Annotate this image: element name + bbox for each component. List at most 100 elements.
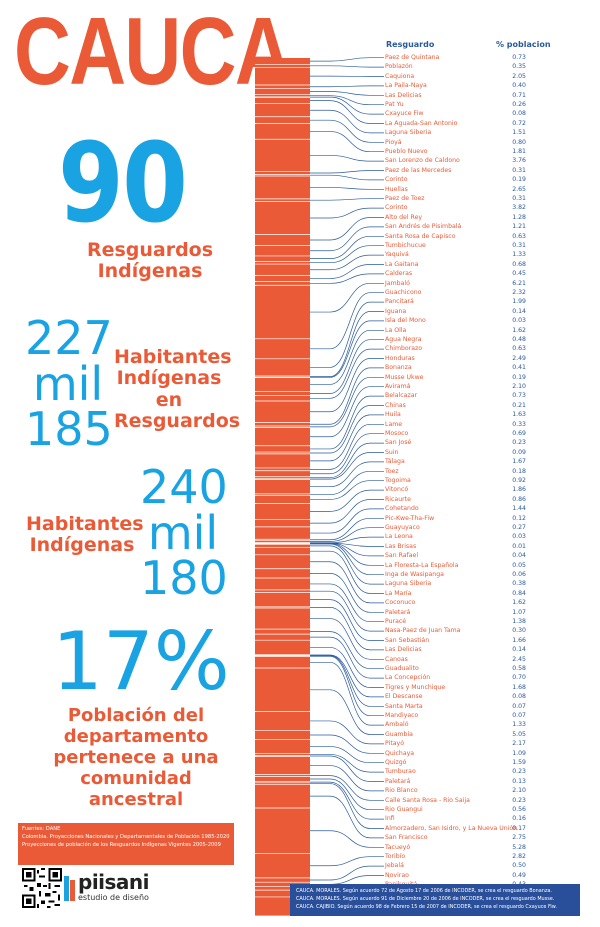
resguardo-percent: 0.31 bbox=[512, 195, 526, 202]
resguardo-name: Ambaló bbox=[385, 721, 409, 729]
connector-line bbox=[310, 311, 384, 377]
resguardo-percent: 0.58 bbox=[512, 665, 526, 672]
resguardo-row: Novirao 0.49 bbox=[385, 871, 535, 880]
connector-line bbox=[310, 746, 384, 764]
resguardo-name: Puracé bbox=[385, 618, 407, 625]
label-line: Resguardos bbox=[114, 409, 241, 432]
resguardo-name: Mandiyaco bbox=[385, 712, 419, 719]
resguardo-name: Toribío bbox=[385, 853, 406, 860]
resguardo-name: Bonanza bbox=[385, 364, 412, 372]
resguardo-row: Toez 0.18 bbox=[385, 467, 535, 476]
resguardo-row: Pic-Kwe-Tha-Fiw 0.12 bbox=[385, 514, 535, 523]
resguardo-percent: 0.03 bbox=[512, 317, 526, 325]
resguardo-percent: 0.86 bbox=[512, 495, 526, 503]
connector-line bbox=[310, 508, 384, 534]
resguardo-percent: 0.04 bbox=[512, 552, 526, 560]
resguardo-percent: 0.30 bbox=[512, 627, 526, 635]
resguardo-percent: 0.19 bbox=[512, 176, 526, 184]
resguardo-name: Isla del Mono bbox=[385, 317, 426, 325]
resguardo-name: Pancitará bbox=[385, 298, 414, 306]
resguardo-name: Caquiona bbox=[385, 72, 415, 80]
resguardo-row: La Gaitana 0.68 bbox=[385, 260, 535, 269]
resguardo-row: San Sebastián 1.66 bbox=[385, 636, 535, 645]
connector-line bbox=[310, 661, 384, 726]
connector-line bbox=[310, 119, 384, 143]
connector-line bbox=[310, 618, 384, 660]
resguardo-row: Pioyá 0.80 bbox=[385, 138, 535, 147]
connector-line bbox=[310, 65, 384, 68]
number-line: 240 bbox=[140, 460, 228, 514]
resguardo-row: Huila 1.63 bbox=[385, 410, 535, 419]
connector-line bbox=[310, 631, 384, 670]
resguardo-name: Inga de Wasipanga bbox=[385, 571, 444, 578]
resguardo-row: Inga de Wasipanga 0.06 bbox=[385, 570, 535, 579]
resguardo-percent: 1.59 bbox=[512, 759, 526, 766]
resguardo-percent: 1.21 bbox=[512, 223, 526, 231]
label-line: departamento bbox=[63, 725, 209, 747]
resguardos-label-line: Resguardos bbox=[86, 239, 214, 261]
connector-line bbox=[310, 414, 384, 462]
resguardo-name: Las Delicias bbox=[385, 646, 422, 654]
resguardo-name: Guayuyaco bbox=[385, 524, 420, 531]
resguardo-percent: 1.51 bbox=[512, 129, 526, 137]
connector-line bbox=[310, 155, 384, 162]
resguardo-row: Suin 0.09 bbox=[385, 448, 535, 457]
resguardo-name: La Concepción bbox=[385, 674, 431, 682]
connector-line bbox=[310, 499, 384, 524]
resguardo-name: Pueblo Nuevo bbox=[385, 148, 428, 155]
connector-line bbox=[310, 96, 384, 115]
resguardo-row: Corinto 3.82 bbox=[385, 203, 535, 212]
resguardo-percent: 0.63 bbox=[512, 232, 526, 240]
connector-line bbox=[310, 405, 384, 454]
connector-line bbox=[310, 207, 384, 219]
label-line: ancestral bbox=[88, 788, 184, 810]
population-percent-label: Población del departamento pertenece a u… bbox=[36, 705, 236, 810]
resguardo-row: Pitayó 2.17 bbox=[385, 739, 535, 748]
resguardo-name: Jambaló bbox=[385, 279, 410, 287]
resguardo-percent: 2.17 bbox=[512, 740, 526, 748]
resguardo-row: Pat Yu 0.26 bbox=[385, 100, 535, 109]
connector-line bbox=[310, 795, 384, 839]
connector-line bbox=[310, 91, 384, 96]
resguardo-row: Isla del Mono 0.03 bbox=[385, 316, 535, 325]
connector-line bbox=[310, 57, 384, 62]
resguardo-name: Paez de las Mercedes bbox=[385, 166, 452, 174]
resguardo-name: Tumburao bbox=[385, 768, 416, 776]
resguardo-percent: 0.18 bbox=[512, 467, 526, 475]
resguardo-name: Ricaurte bbox=[385, 495, 411, 503]
resguardo-name: Las Delicias bbox=[385, 91, 422, 99]
connector-line bbox=[310, 830, 384, 848]
resguardo-row: Las Delicias 0.71 bbox=[385, 91, 535, 100]
habitantes-resguardos-label: Habitantes Indígenas en Resguardos bbox=[114, 346, 241, 432]
sources-line: Colombia. Proyecciones Nacionales y Depa… bbox=[22, 833, 230, 840]
resguardo-percent: 5.28 bbox=[512, 843, 526, 851]
label-line: Habitantes bbox=[114, 346, 232, 368]
connector-line bbox=[310, 765, 384, 792]
resguardo-name: Rio Blanco bbox=[385, 787, 418, 795]
resguardo-percent: 0.48 bbox=[512, 336, 526, 343]
resguardo-percent: 1.86 bbox=[512, 486, 526, 494]
connector-line bbox=[310, 583, 384, 623]
population-bar bbox=[255, 58, 310, 916]
resguardo-name: Quichaya bbox=[385, 749, 415, 757]
resguardo-percent: 0.17 bbox=[512, 824, 526, 832]
resguardo-name: Paletará bbox=[385, 608, 411, 616]
resguardo-percent: 0.05 bbox=[512, 561, 526, 569]
connector-line bbox=[310, 856, 384, 867]
resguardos-count: 90 bbox=[58, 119, 188, 247]
connector-line bbox=[310, 198, 384, 201]
resguardo-percent: 0.69 bbox=[512, 430, 526, 437]
resguardo-percent: 1.44 bbox=[512, 505, 526, 513]
sources-heading: Fuentes: DANE bbox=[22, 826, 61, 832]
resguardo-name: Las Brisas bbox=[385, 542, 417, 550]
connector-line bbox=[310, 536, 384, 544]
resguardo-row: Huellas 2.65 bbox=[385, 185, 535, 194]
connector-line bbox=[310, 561, 384, 604]
resguardo-row: Quizgó 1.59 bbox=[385, 758, 535, 767]
number-line: 227 bbox=[25, 311, 113, 365]
resguardo-name: La Gaitana bbox=[385, 260, 419, 268]
resguardo-row: San Francisco 2.75 bbox=[385, 833, 535, 842]
note-line: CAUCA. MORALES. Según acuerdo 72 de Agos… bbox=[296, 888, 552, 894]
resguardo-row: La María 0.84 bbox=[385, 589, 535, 598]
resguardo-name: Jebalá bbox=[385, 862, 404, 870]
